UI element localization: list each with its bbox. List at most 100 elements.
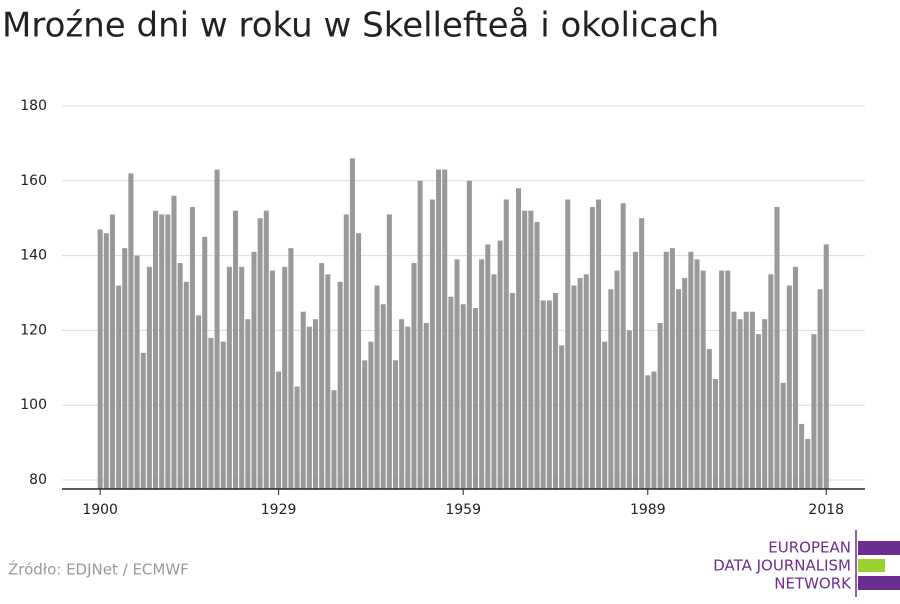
bar: [405, 326, 411, 489]
bar: [731, 311, 737, 489]
bar: [663, 251, 669, 489]
bar: [485, 244, 491, 489]
bar: [682, 278, 688, 489]
bar: [522, 210, 528, 489]
bar: [374, 285, 380, 489]
bar: [423, 322, 429, 489]
bar: [159, 214, 165, 490]
bar: [220, 341, 226, 489]
bar: [282, 266, 288, 489]
bar: [491, 274, 497, 489]
bar: [688, 251, 694, 489]
bar: [214, 169, 220, 489]
bar: [571, 285, 577, 489]
bar: [534, 221, 540, 490]
bar: [497, 240, 503, 489]
bar: [331, 390, 337, 489]
bar: [386, 214, 392, 490]
bar: [719, 270, 725, 489]
bar: [632, 251, 639, 489]
chart-title: Mroźne dni w roku w Skellefteå i okolica…: [2, 6, 719, 46]
bar: [417, 180, 423, 490]
bar: [725, 270, 731, 489]
bar: [312, 319, 319, 489]
y-tick-label: 180: [20, 98, 47, 114]
logo-bar: [858, 541, 900, 555]
bar: [294, 386, 300, 489]
bar: [799, 423, 805, 489]
bar: [171, 195, 177, 489]
bar: [239, 266, 245, 489]
bar: [146, 266, 152, 489]
bar: [466, 180, 472, 490]
bar: [183, 281, 189, 489]
y-tick-label: 160: [20, 173, 47, 189]
bar: [208, 337, 214, 489]
bar: [583, 274, 589, 489]
bar: [399, 319, 405, 489]
y-tick-label: 80: [29, 472, 47, 488]
source: Źródło: EDJNet / ECMWF: [8, 560, 189, 579]
bar: [116, 285, 122, 489]
bar: [811, 334, 817, 489]
bar: [774, 206, 780, 489]
bar: [694, 259, 700, 489]
bar: [368, 341, 374, 489]
bar: [743, 311, 749, 489]
bar: [349, 158, 355, 489]
bar: [472, 307, 479, 489]
bar: [479, 259, 485, 489]
logo-text: EUROPEAN: [768, 539, 851, 557]
bar: [202, 236, 208, 489]
logo-bar: [858, 576, 900, 590]
bar: [165, 214, 171, 490]
bar: [109, 214, 115, 490]
bar: [380, 304, 386, 489]
bar: [442, 169, 448, 489]
bar: [608, 289, 614, 489]
bar: [362, 360, 368, 489]
bar: [589, 206, 595, 489]
bar: [614, 270, 620, 489]
bar: [596, 199, 602, 489]
bar: [645, 375, 651, 489]
bar: [177, 263, 183, 489]
bar: [528, 210, 534, 489]
bar: [639, 218, 645, 489]
bar: [337, 281, 343, 489]
bar: [540, 300, 546, 489]
bar: [762, 319, 768, 489]
bar: [196, 315, 202, 489]
bar: [669, 248, 675, 489]
bar: [559, 345, 565, 489]
bar: [657, 322, 663, 489]
bar: [780, 382, 786, 489]
bar: [325, 274, 331, 489]
bar: [602, 341, 608, 489]
bar: [263, 210, 269, 489]
bar: [792, 266, 798, 489]
x-tick-label: 1900: [82, 502, 118, 518]
bar: [97, 229, 103, 490]
bar: [276, 371, 282, 489]
bar: [768, 274, 774, 489]
bar: [429, 199, 435, 489]
bar: [128, 173, 134, 490]
bar: [288, 248, 294, 489]
bar: [436, 169, 442, 489]
bar: [577, 278, 583, 489]
bar: [232, 210, 239, 489]
bar: [306, 326, 312, 489]
y-tick-label: 120: [20, 322, 47, 338]
bar: [712, 379, 718, 489]
bar: [153, 210, 159, 489]
bar: [706, 349, 712, 489]
bar: [454, 259, 460, 489]
bar: [257, 218, 263, 489]
bar: [343, 214, 349, 490]
bar: [676, 289, 682, 489]
bar: [700, 270, 706, 489]
bar: [319, 263, 325, 489]
y-tick-label: 100: [20, 397, 47, 413]
